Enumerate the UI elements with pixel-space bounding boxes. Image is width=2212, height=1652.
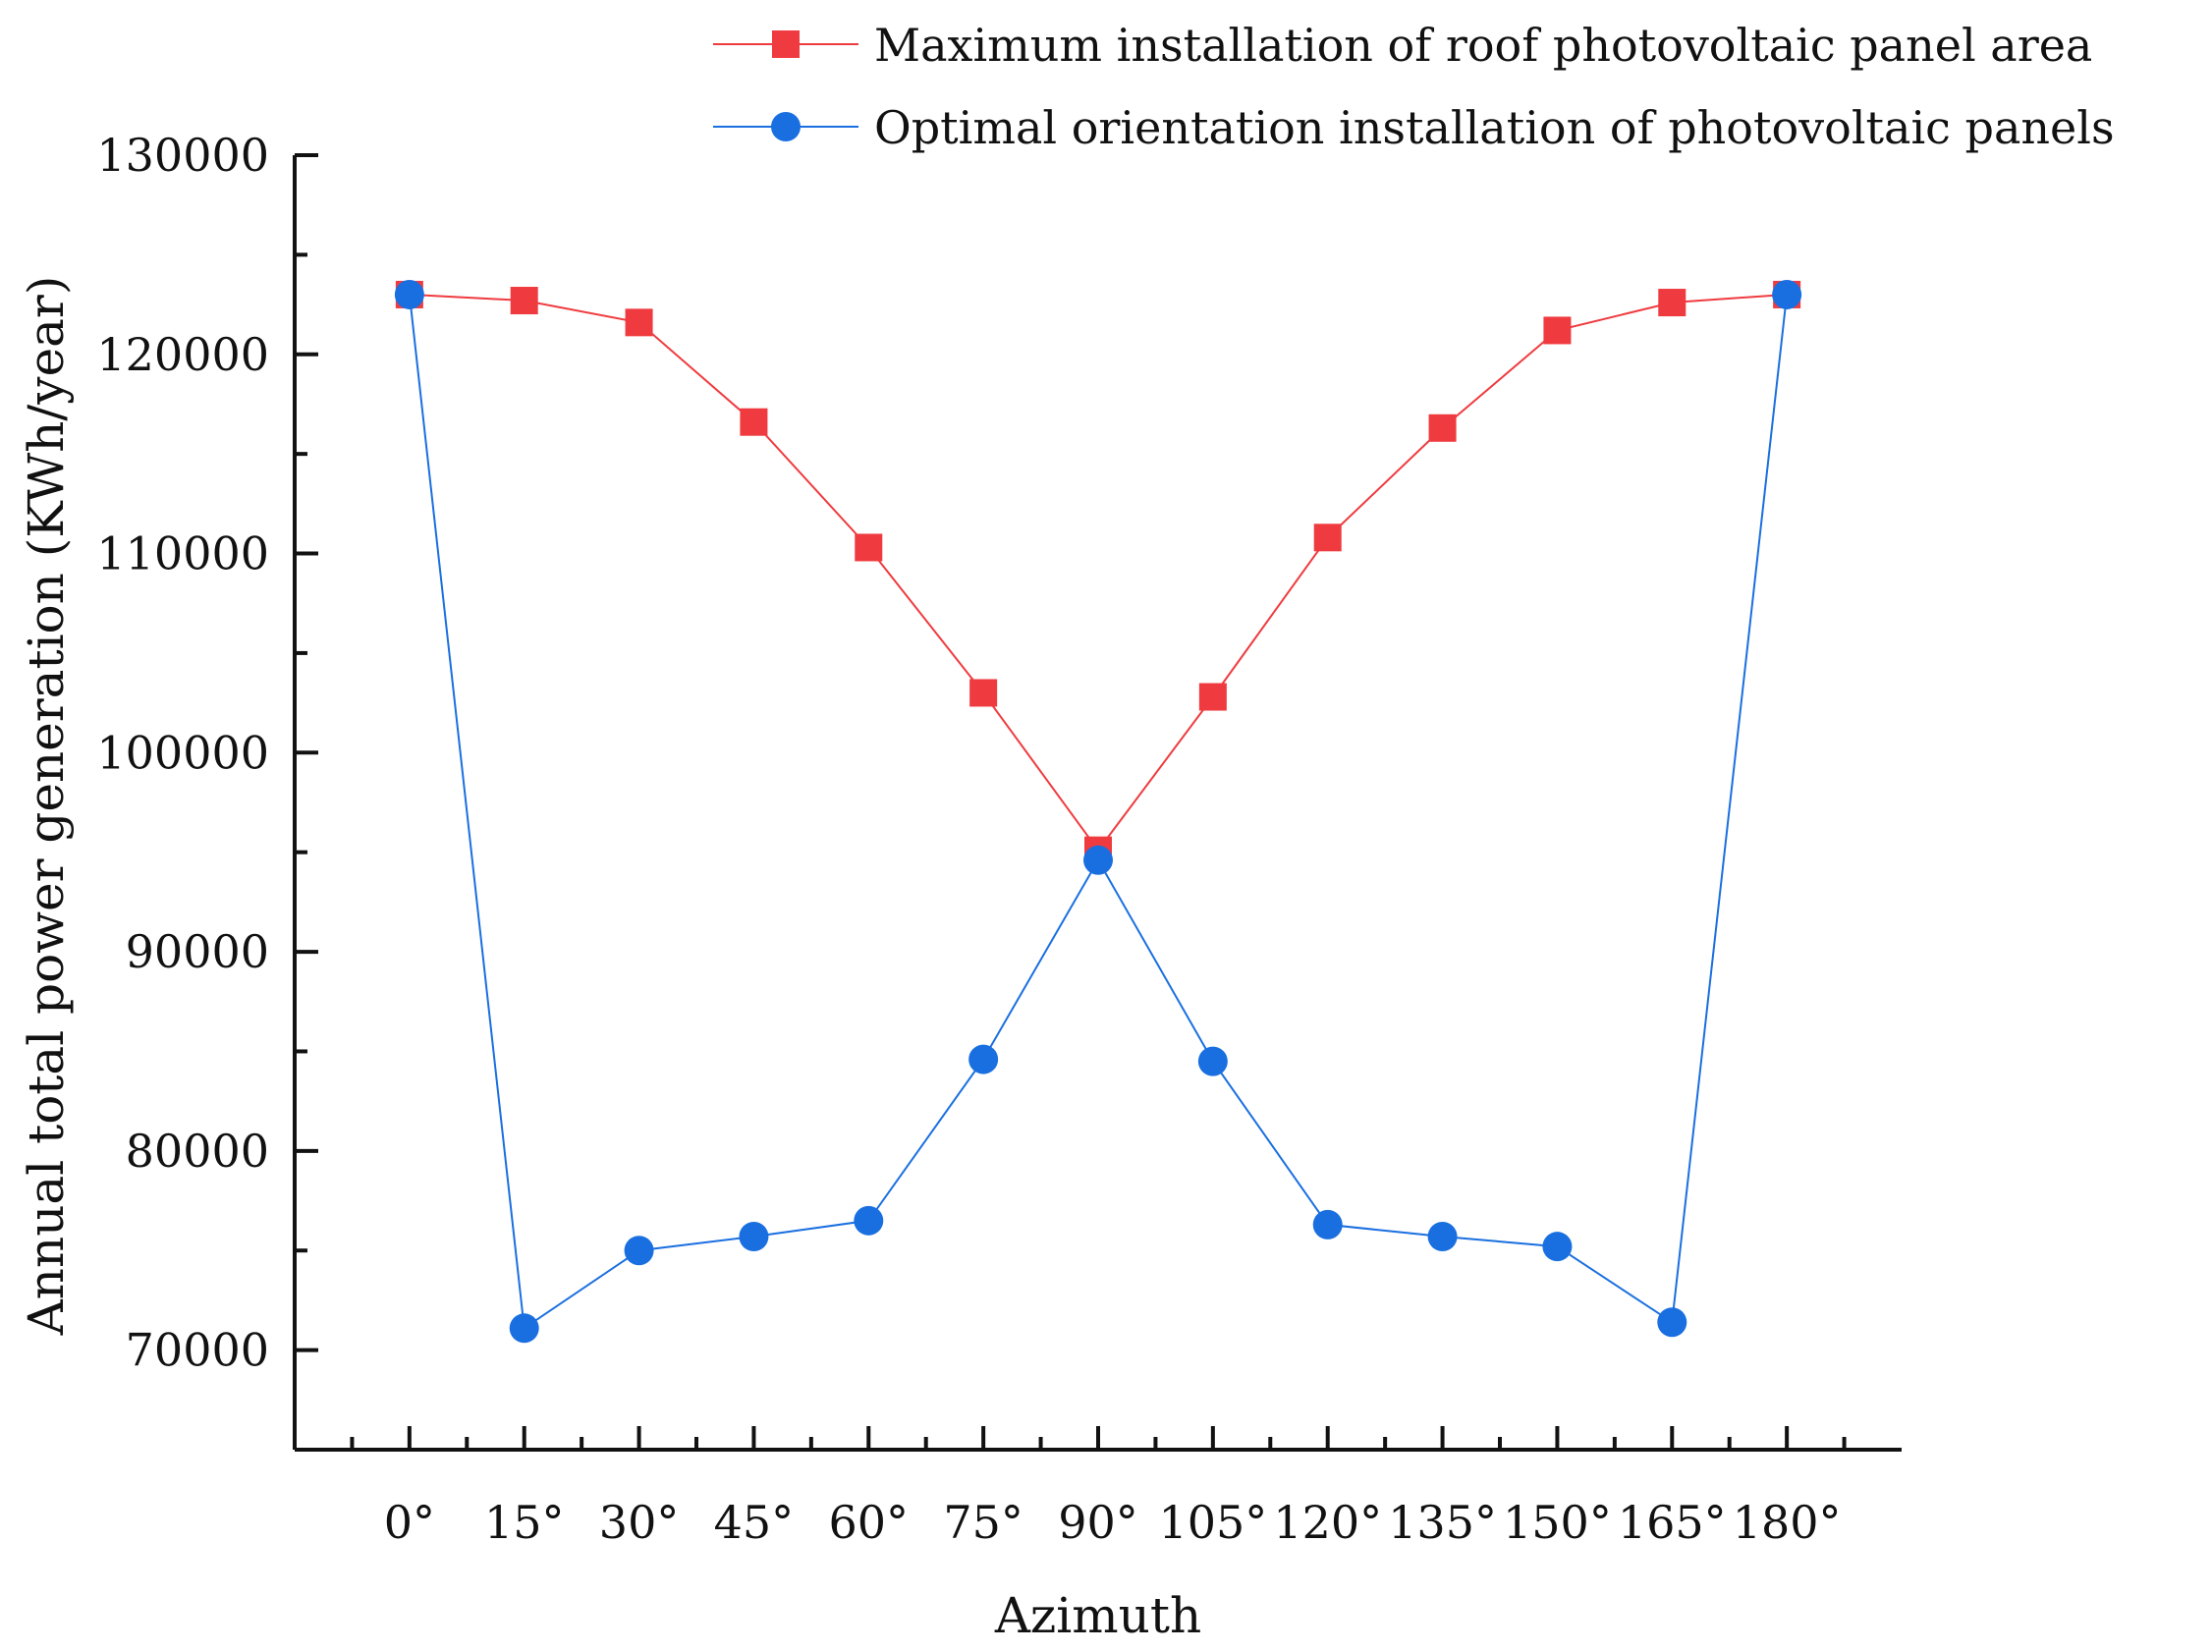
x-tick-label: 150° — [1503, 1496, 1612, 1549]
x-tick-label: 135° — [1388, 1496, 1497, 1549]
x-axis: 0° 15° 30° 45° 60° 75° 90° 105° 120° 135° 150° 165°… — [295, 1426, 1902, 1549]
y-axis: 70000 80000 90000 100000 110000 120000 130000 — [96, 129, 318, 1450]
legend-label: Optimal orientation installation of phot… — [874, 101, 2115, 154]
x-tick-label: 75° — [943, 1496, 1023, 1549]
data-point-square — [1198, 683, 1227, 711]
x-tick-label: 180° — [1733, 1496, 1842, 1549]
data-point-square — [1313, 523, 1342, 552]
series-2-optimal-orientation-installation-of-phot — [394, 279, 1802, 1344]
x-tick-label: 45° — [714, 1496, 795, 1549]
y-tick-label: 100000 — [96, 726, 269, 779]
legend-marker-square — [772, 30, 800, 58]
x-tick-label: 90° — [1058, 1496, 1138, 1549]
data-point-circle — [509, 1313, 539, 1344]
y-tick-label: 120000 — [96, 328, 269, 381]
series-line — [408, 294, 1789, 1331]
legend: Maximum installation of roof photovoltai… — [713, 19, 2115, 154]
data-point-circle — [1427, 1222, 1458, 1252]
plot-area — [394, 279, 1802, 1344]
x-tick-label: 105° — [1158, 1496, 1267, 1549]
data-point-circle — [968, 1044, 999, 1074]
x-tick-label: 60° — [829, 1496, 910, 1549]
data-point-circle — [624, 1236, 654, 1266]
data-point-square — [625, 308, 653, 337]
data-point-circle — [1772, 279, 1802, 309]
data-point-square — [740, 408, 768, 436]
x-tick-label: 0° — [384, 1496, 435, 1549]
y-tick-label: 110000 — [96, 527, 269, 580]
x-tick-label: 15° — [484, 1496, 565, 1549]
legend-marker-circle — [771, 112, 801, 141]
data-point-circle — [1542, 1232, 1573, 1262]
data-point-square — [510, 287, 538, 315]
data-point-circle — [739, 1222, 769, 1252]
data-point-square — [1658, 289, 1687, 317]
data-point-circle — [394, 279, 424, 309]
x-tick-label: 120° — [1273, 1496, 1382, 1549]
data-point-square — [1428, 413, 1457, 442]
data-point-square — [1543, 316, 1572, 345]
series-line — [409, 293, 1788, 853]
data-point-square — [969, 679, 998, 707]
x-axis-title: Azimuth — [994, 1587, 1201, 1644]
x-tick-label: 30° — [599, 1496, 680, 1549]
data-point-circle — [1657, 1307, 1687, 1338]
y-tick-label: 80000 — [126, 1125, 269, 1178]
data-point-circle — [1312, 1209, 1343, 1239]
y-tick-label: 90000 — [126, 925, 269, 978]
data-point-square — [855, 533, 883, 562]
data-point-circle — [854, 1205, 884, 1236]
data-point-circle — [1197, 1046, 1228, 1076]
y-tick-label: 70000 — [126, 1324, 269, 1377]
legend-label: Maximum installation of roof photovoltai… — [874, 19, 2092, 72]
y-tick-label: 130000 — [96, 129, 269, 182]
y-axis-title: Annual total power generation (KWh/year) — [18, 276, 75, 1337]
series-1-maximum-installation-of-roof-photovoltai — [395, 280, 1801, 864]
data-point-circle — [1083, 845, 1113, 875]
x-tick-label: 165° — [1618, 1496, 1727, 1549]
